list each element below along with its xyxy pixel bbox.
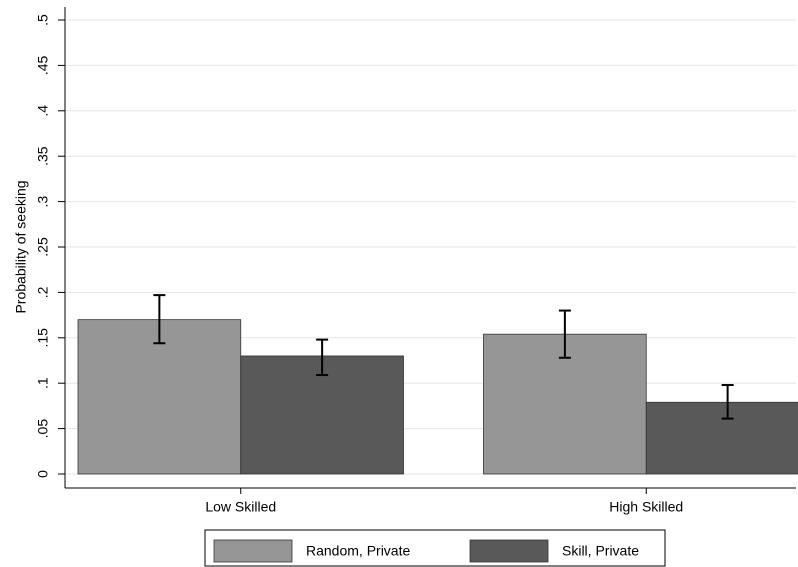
y-tick-label: .45 [35,55,51,75]
y-tick-label: .25 [35,237,51,257]
legend-swatch [469,539,549,563]
y-tick-label: .05 [35,419,51,439]
y-tick-label: .5 [35,14,51,26]
x-tick-label: Low Skilled [205,499,276,515]
y-tick-label: 0 [35,470,51,478]
legend-label: Skill, Private [562,543,639,559]
y-tick-label: .4 [35,105,51,117]
y-tick-label: .35 [35,146,51,166]
bar [645,401,798,475]
y-tick-label: .3 [35,196,51,208]
bar [77,319,242,475]
y-axis-label: Probability of seeking [13,180,29,313]
y-tick-label: .1 [35,377,51,389]
x-tick-label: High Skilled [609,499,683,515]
y-tick-label: .2 [35,286,51,298]
legend-label: Random, Private [306,543,410,559]
y-tick-label: .15 [35,328,51,348]
legend-swatch [213,539,293,563]
